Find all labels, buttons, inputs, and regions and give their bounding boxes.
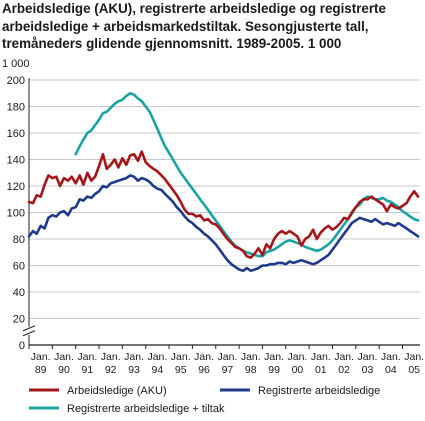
x-tick-label-month: Jan.: [288, 351, 308, 363]
gridlines: [29, 79, 420, 319]
x-tick-label-year: 99: [268, 364, 280, 376]
x-tick-label-month: Jan.: [381, 351, 401, 363]
x-tick-label-year: 94: [152, 364, 164, 376]
x-tick-label-year: 91: [82, 364, 94, 376]
y-axis-unit-label: 1 000: [2, 58, 30, 70]
y-tick-label: 40: [13, 287, 25, 299]
x-tick-label-month: Jan.: [194, 351, 214, 363]
series-line-1: [27, 150, 420, 259]
x-tick-label-year: 98: [245, 364, 257, 376]
axis-break-gap: [23, 326, 35, 335]
y-tick-label: 80: [13, 234, 25, 246]
chart-title: Arbeidsledige (AKU), registrerte arbeids…: [2, 1, 386, 51]
x-tick-label-year: 00: [292, 364, 304, 376]
x-tick-label-year: 03: [362, 364, 374, 376]
x-tick-label-year: 92: [105, 364, 117, 376]
x-tick-label-year: 04: [385, 364, 397, 376]
x-tick-label-year: 93: [128, 364, 140, 376]
y-tick-labels: 0 20 40 60 80 100 120 140 160 180 200: [7, 75, 25, 352]
x-tick-label-year: 97: [222, 364, 234, 376]
x-tick-label-year: 95: [175, 364, 187, 376]
x-tick-label-year: 96: [198, 364, 210, 376]
x-tick-label-month: Jan.: [264, 351, 284, 363]
y-tick-label: 120: [7, 181, 25, 193]
x-tick-label-month: Jan.: [54, 351, 74, 363]
x-tick-label-month: Jan.: [217, 351, 237, 363]
series-line-3: [74, 92, 420, 258]
y-tick-label: 0: [19, 340, 25, 352]
y-tick-label: 180: [7, 102, 25, 114]
x-tick-labels: Jan.89Jan.90Jan.91Jan.92Jan.93Jan.94Jan.…: [31, 351, 424, 376]
axis-break-mark: [22, 330, 36, 337]
x-tick-label-month: Jan.: [171, 351, 191, 363]
legend-label: Registrerte arbeidsledige + tiltak: [67, 403, 225, 415]
x-tick-label-year: 02: [338, 364, 350, 376]
x-tick-label-month: Jan.: [404, 351, 424, 363]
x-tick-label-year: 90: [58, 364, 70, 376]
y-tick-label: 140: [7, 155, 25, 167]
x-tick-label-month: Jan.: [311, 351, 331, 363]
y-tick-label: 20: [13, 314, 25, 326]
legend-label: Arbeidsledige (AKU): [67, 385, 167, 397]
y-tick-label: 100: [7, 208, 25, 220]
y-tick-label: 60: [13, 261, 25, 273]
legend: Arbeidsledige (AKU) Registrerte arbeidsle…: [29, 385, 380, 415]
axis-break-mark: [22, 325, 36, 332]
x-tick-label-year: 05: [408, 364, 420, 376]
series-lines: [27, 92, 420, 273]
x-tick-label-month: Jan.: [101, 351, 121, 363]
axes: [22, 78, 420, 349]
x-tick-label-month: Jan.: [31, 351, 51, 363]
x-tick-label-year: 01: [315, 364, 327, 376]
x-tick-label-month: Jan.: [147, 351, 167, 363]
x-tick-label-year: 89: [35, 364, 47, 376]
y-tick-label: 200: [7, 75, 25, 87]
x-tick-label-month: Jan.: [124, 351, 144, 363]
x-tick-label-month: Jan.: [241, 351, 261, 363]
x-tick-label-month: Jan.: [358, 351, 378, 363]
series-line-2: [27, 174, 420, 273]
legend-label: Registrerte arbeidsledige: [258, 385, 380, 397]
y-tick-label: 160: [7, 128, 25, 140]
x-tick-label-month: Jan.: [334, 351, 354, 363]
x-tick-label-month: Jan.: [77, 351, 97, 363]
